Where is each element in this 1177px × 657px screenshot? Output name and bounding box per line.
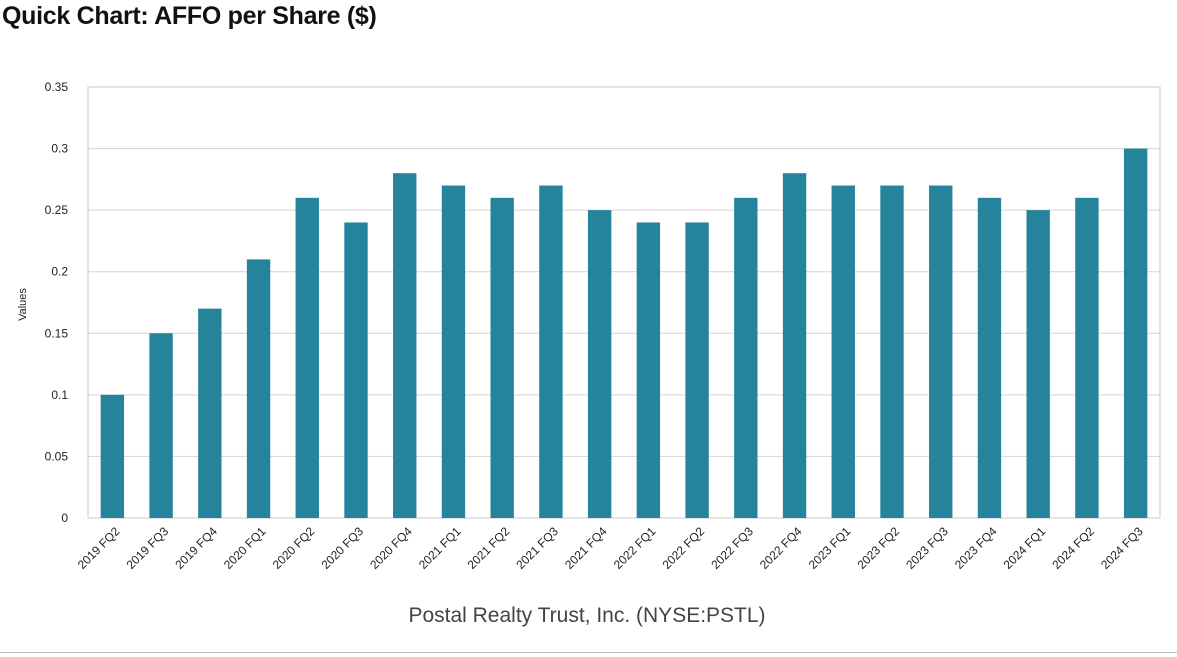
x-tick-label: 2022 FQ1 [611, 524, 659, 572]
bar [100, 394, 125, 518]
x-tick-label: 2020 FQ2 [270, 524, 318, 572]
bar [441, 185, 466, 518]
x-axis-ticks: 2019 FQ2 2019 FQ3 2019 FQ4 2020 FQ1 2020 FQ2… [75, 524, 1146, 572]
bar [1075, 197, 1099, 519]
x-tick-label: 2024 FQ1 [1001, 524, 1049, 572]
y-tick-label: 0.05 [45, 449, 69, 463]
y-tick-label: 0.25 [45, 203, 69, 217]
plot-area-frame [87, 86, 1161, 519]
page-title: Quick Chart: AFFO per Share ($) [2, 2, 377, 30]
bar [149, 333, 173, 518]
x-tick-label: 2022 FQ2 [660, 524, 708, 572]
bar [198, 308, 222, 518]
x-tick-label: 2022 FQ4 [757, 524, 805, 572]
x-tick-label: 2021 FQ3 [513, 524, 561, 572]
bar [246, 259, 271, 518]
bars [100, 148, 1148, 519]
x-tick-label: 2023 FQ1 [806, 524, 854, 572]
bar [734, 197, 758, 519]
x-axis-label: Postal Realty Trust, Inc. (NYSE:PSTL) [408, 604, 765, 627]
y-tick-label: 0.35 [45, 80, 69, 94]
x-tick-label: 2023 FQ3 [903, 524, 951, 572]
bar [1026, 210, 1050, 518]
x-tick-label: 2023 FQ4 [952, 524, 1000, 572]
y-axis-label: Values [17, 288, 29, 321]
x-tick-label: 2021 FQ2 [465, 524, 513, 572]
bar [490, 197, 514, 519]
footer-divider [0, 652, 1177, 653]
x-tick-label: 2020 FQ3 [318, 524, 366, 572]
x-tick-label: 2020 FQ4 [367, 524, 415, 572]
y-tick-label: 0 [61, 511, 68, 525]
bar [1123, 148, 1148, 519]
x-tick-label: 2024 FQ2 [1049, 524, 1097, 572]
y-tick-label: 0.2 [51, 265, 68, 279]
bar [636, 222, 661, 518]
x-tick-label: 2021 FQ1 [416, 524, 464, 572]
bar [393, 173, 417, 518]
x-tick-label: 2023 FQ2 [854, 524, 902, 572]
bar [880, 185, 904, 518]
bar [977, 197, 1002, 519]
bar [782, 173, 807, 518]
bar [344, 222, 368, 518]
y-tick-label: 0.15 [45, 326, 69, 340]
y-tick-label: 0.1 [51, 388, 68, 402]
bar [587, 210, 612, 518]
x-tick-label: 2019 FQ2 [75, 524, 123, 572]
x-tick-label: 2024 FQ3 [1098, 524, 1146, 572]
x-tick-label: 2020 FQ1 [221, 524, 269, 572]
bar [295, 197, 319, 519]
y-tick-label: 0.3 [51, 142, 68, 156]
bar [539, 185, 563, 518]
x-tick-label: 2019 FQ4 [172, 524, 220, 572]
bar [929, 185, 953, 518]
y-axis-ticks: 0 0.05 0.1 0.15 0.2 0.25 0.3 0.35 [45, 80, 69, 525]
bar [831, 185, 855, 518]
bar [685, 222, 709, 518]
x-tick-label: 2019 FQ3 [124, 524, 172, 572]
x-tick-label: 2022 FQ3 [708, 524, 756, 572]
x-tick-label: 2021 FQ4 [562, 524, 610, 572]
